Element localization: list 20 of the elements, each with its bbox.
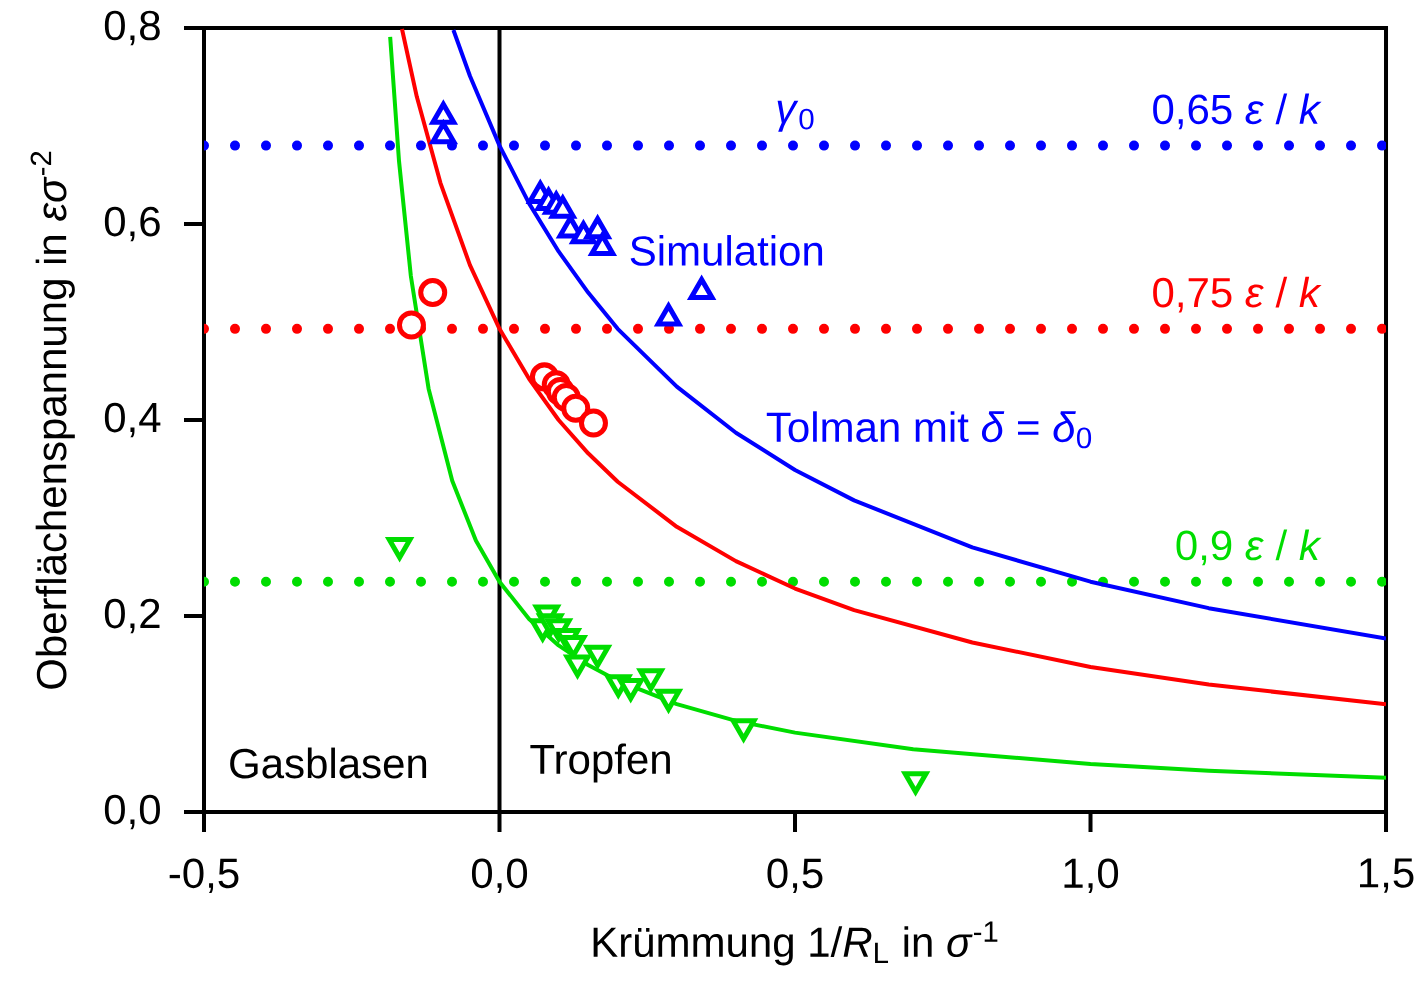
x-axis-title: Krümmung 1/R$_{L}$ in σ$^{-1}$ (593, 921, 998, 966)
y-tick-label: 0,0 (104, 794, 160, 830)
ref-line-label: 0,65 ε / k (1153, 93, 1322, 130)
y-tick-label: 0,4 (104, 402, 161, 438)
x-tick-label: 1,5 (1360, 858, 1414, 893)
x-tick-label: 0,5 (767, 858, 823, 894)
annotation: γ$_{0}$ (777, 100, 814, 132)
x-tick-label: -0,5 (169, 858, 239, 894)
annotation: Tropfen (530, 743, 670, 783)
ref-line-label: 0,75 ε / k (1153, 276, 1322, 313)
y-axis-title: Oberflächenspannung in εσ$^{-2}$ (30, 151, 75, 689)
ref-line-label: 0,9 ε / k (1176, 529, 1322, 566)
annotation: Gasblasen (230, 747, 427, 779)
annotation: Tolman mit δ = δ$_{0}$ (766, 411, 1092, 449)
y-tick-label: 0,6 (104, 206, 160, 242)
annotation: Simulation (630, 235, 823, 266)
x-tick-label: 1,0 (1064, 858, 1119, 894)
y-tick-label: 0,8 (104, 10, 160, 46)
y-tick-label: 0,2 (104, 598, 160, 634)
x-tick-label: 0,0 (471, 858, 528, 894)
